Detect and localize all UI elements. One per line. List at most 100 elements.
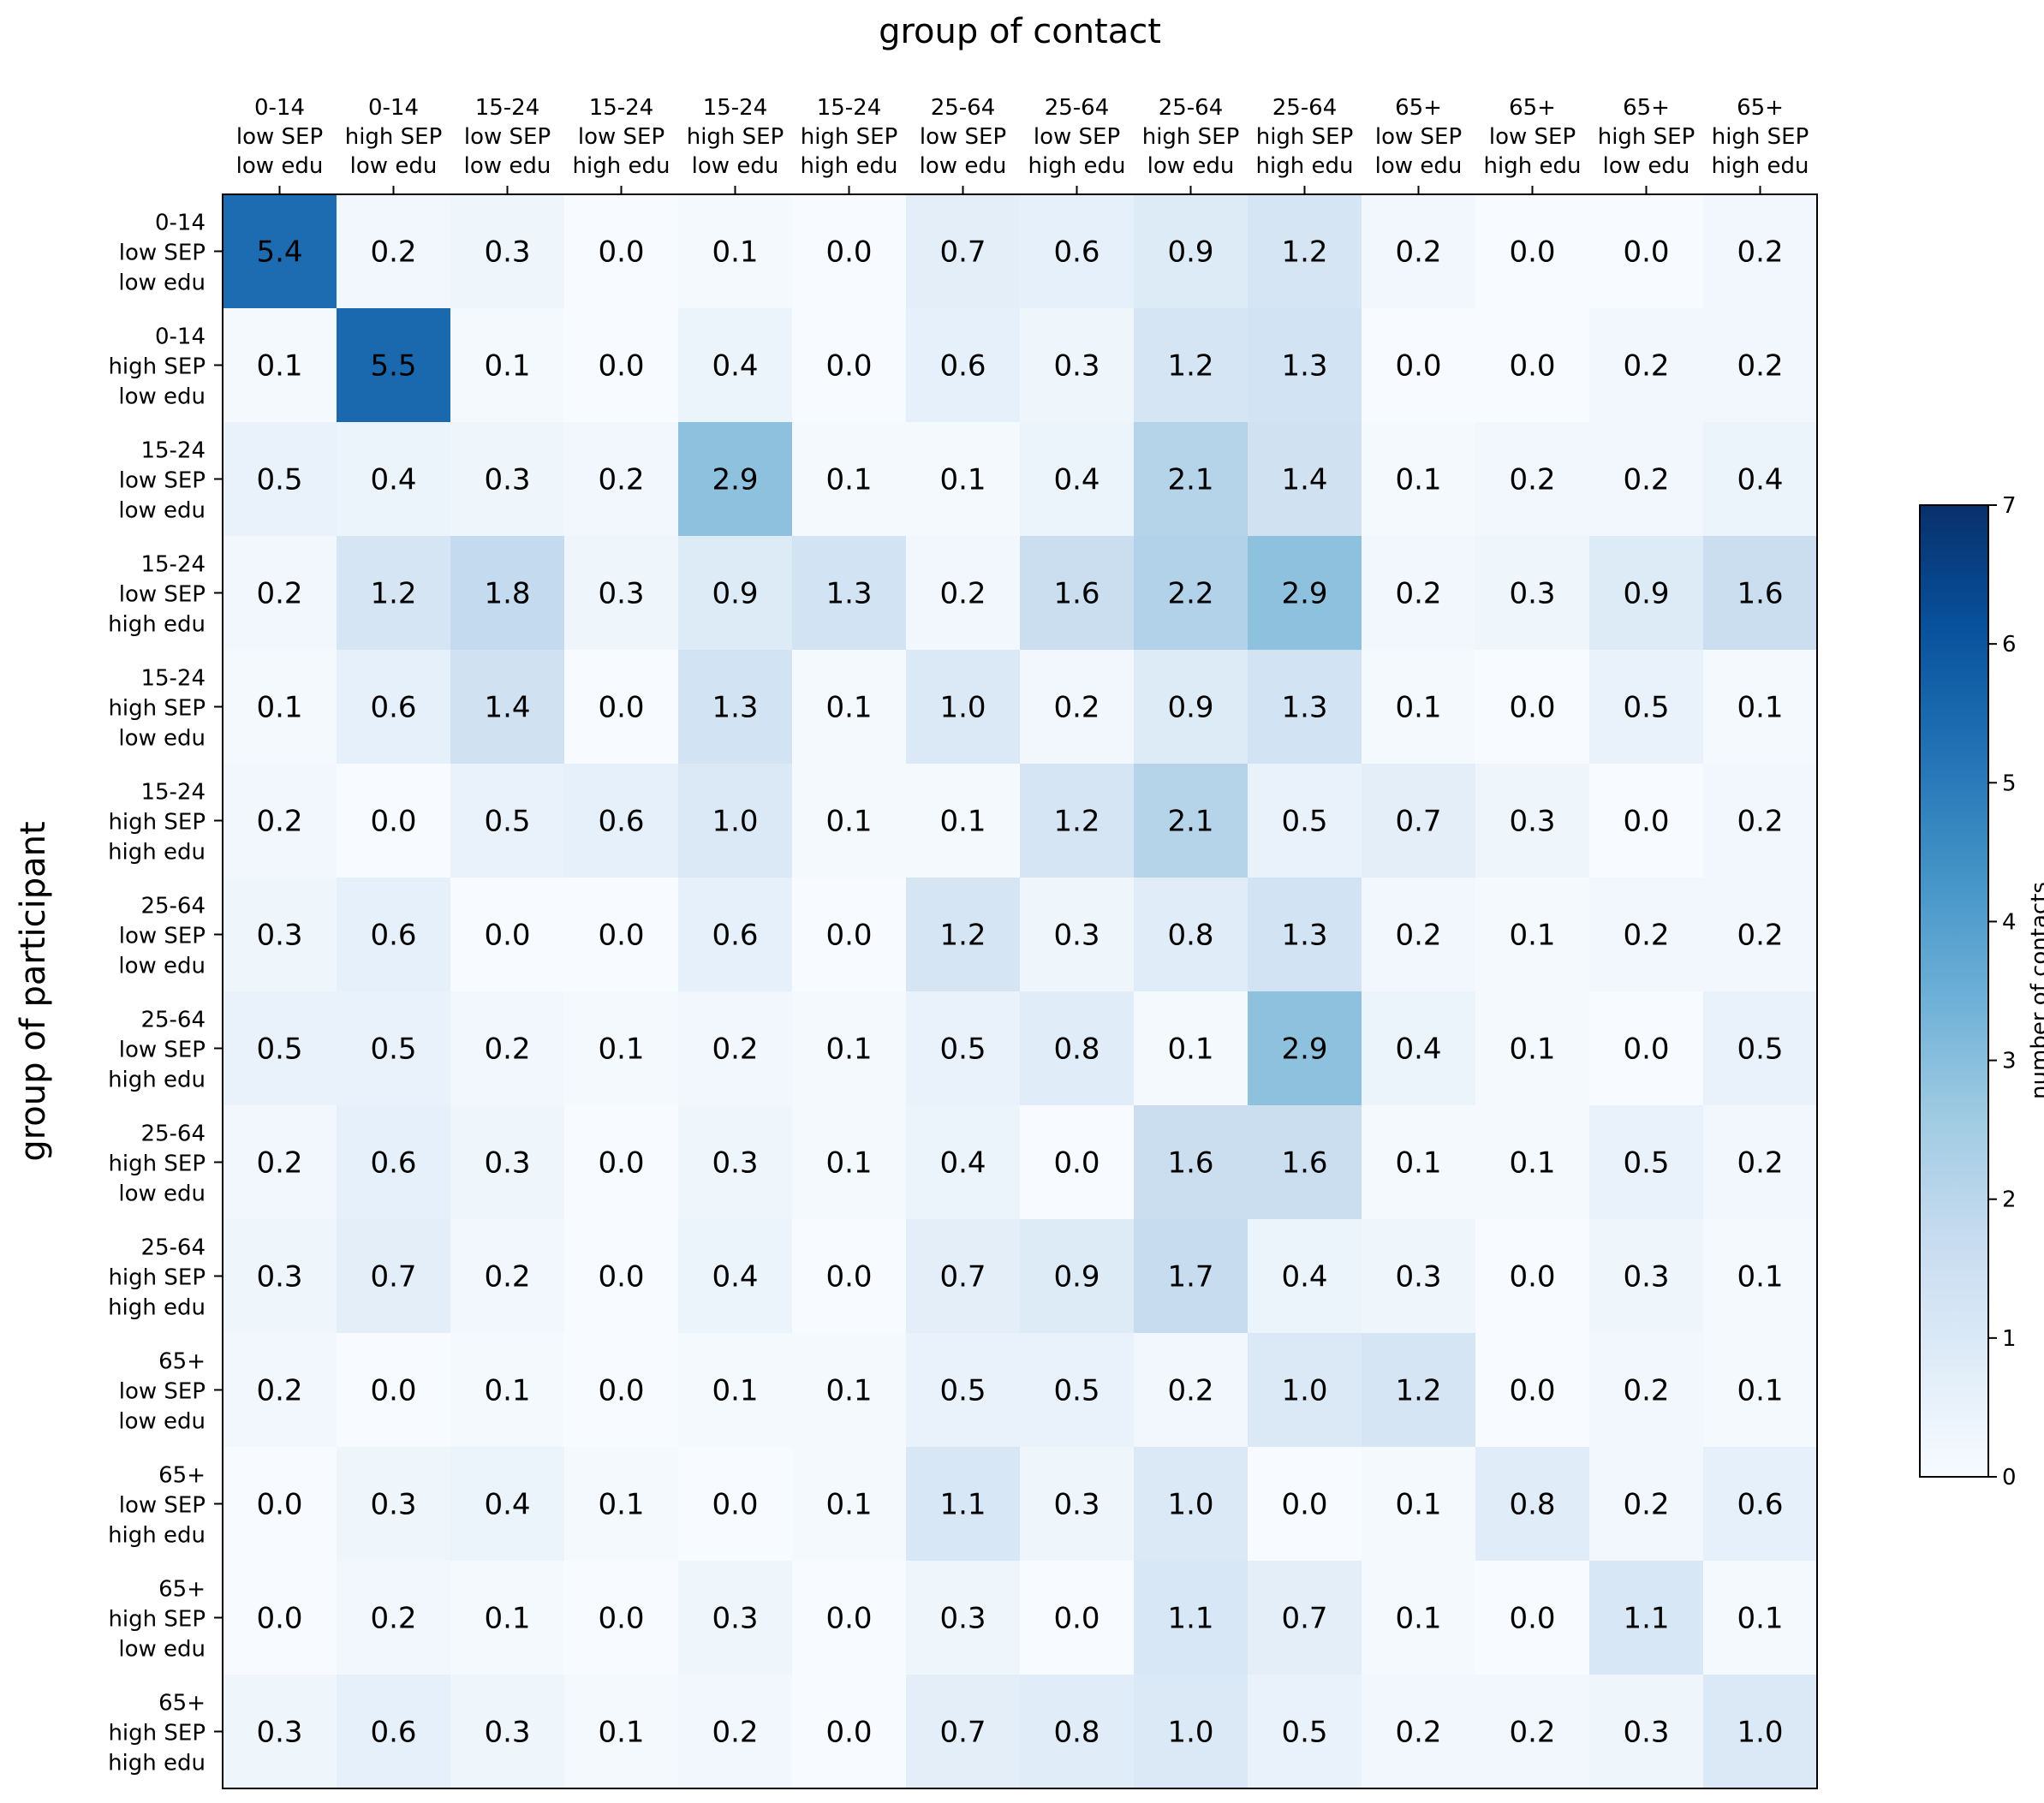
cell-value-label: 0.7 (1281, 1602, 1327, 1636)
cell-value-label: 0.1 (712, 1374, 758, 1408)
cell-value-label: 1.4 (484, 691, 530, 725)
heatmap-cell (337, 308, 451, 423)
cell-value-label: 0.0 (256, 1488, 302, 1522)
cell-value-label: 0.0 (1623, 1032, 1669, 1067)
heatmap-cell (337, 764, 451, 878)
heatmap-cell (450, 1219, 565, 1334)
cell-value-label: 0.6 (712, 919, 758, 953)
cell-value-label: 0.2 (256, 805, 302, 839)
heatmap-cell (1589, 1105, 1704, 1220)
cell-value-labels: 5.4 0.2 0.3 0.0 0.1 0.0 0.7 0.6 0.9 1.2 0.2 0.0 0.0 0… (256, 235, 1783, 1750)
y-tick-label: low SEP (119, 468, 206, 494)
cell-value-label: 0.2 (1623, 463, 1669, 497)
x-tick-label: low SEP (236, 124, 323, 150)
cell-value-label: 1.7 (1167, 1260, 1213, 1294)
y-tick-label: 65+ (158, 1463, 206, 1489)
heatmap-cell (564, 308, 679, 423)
colorbar-tick-label: 3 (2002, 1049, 2017, 1074)
heatmap-cell (1248, 1219, 1362, 1334)
y-tick-label: 65+ (158, 1691, 206, 1717)
y-tick-label: 25-64 (140, 1122, 206, 1147)
heatmap-cell (1475, 1105, 1590, 1220)
cell-value-label: 1.6 (1167, 1146, 1213, 1181)
cell-value-label: 1.0 (712, 805, 758, 839)
cell-value-label: 0.0 (1623, 235, 1669, 270)
cell-value-label: 0.0 (1509, 349, 1555, 384)
heatmap-cell (678, 1219, 793, 1334)
x-tick-label: 25-64 (1045, 95, 1110, 121)
cell-value-label: 0.7 (939, 1260, 986, 1294)
cell-value-label: 0.1 (825, 1146, 872, 1181)
x-tick-label: low SEP (920, 124, 1006, 150)
heatmap-cell (223, 650, 337, 765)
heatmap-cell (1134, 650, 1248, 765)
heatmap-cell (223, 194, 337, 309)
heatmap-cell (1362, 308, 1476, 423)
x-tick-label: high edu (1484, 153, 1582, 179)
y-tick-label: 65+ (158, 1577, 206, 1603)
cell-value-label: 0.4 (939, 1146, 986, 1181)
heatmap-cell (1020, 764, 1135, 878)
cell-value-label: 0.0 (1509, 235, 1555, 270)
y-tick-label: 65+ (158, 1349, 206, 1375)
colorbar-tick-label: 7 (2002, 493, 2017, 519)
cell-value-label: 0.1 (1395, 463, 1441, 497)
cell-value-label: 0.1 (484, 349, 530, 384)
y-tick-label: low SEP (119, 924, 206, 949)
x-tick-label: low edu (350, 153, 438, 179)
heatmap-cell (1248, 1105, 1362, 1220)
heatmap-cell (337, 536, 451, 651)
x-tick-label: 65+ (1623, 95, 1670, 121)
colorbar-ticks: 0 1 2 3 4 5 6 7 (1988, 493, 2017, 1491)
heatmap-cell (1475, 308, 1590, 423)
cell-value-label: 0.3 (939, 1602, 986, 1636)
cell-value-label: 0.6 (1053, 235, 1099, 270)
cell-value-label: 1.2 (1281, 235, 1327, 270)
heatmap-cell (223, 878, 337, 992)
plot-frame (222, 193, 1818, 1789)
cell-value-label: 0.1 (825, 691, 872, 725)
x-tick-label: low edu (1375, 153, 1463, 179)
cell-value-label: 0.0 (825, 1260, 872, 1294)
y-tick-label: high edu (108, 1068, 206, 1093)
heatmap-cell (1703, 764, 1818, 878)
y-tick-label: low edu (118, 726, 206, 752)
cell-value-label: 0.2 (1737, 349, 1783, 384)
heatmap-cell (564, 1105, 679, 1220)
cell-value-label: 0.9 (1053, 1260, 1099, 1294)
cell-value-label: 0.2 (1737, 235, 1783, 270)
heatmap-cell (223, 991, 337, 1106)
heatmap-cell (1248, 1561, 1362, 1675)
heatmap-cell (906, 650, 1021, 765)
cell-value-label: 2.2 (1167, 577, 1213, 611)
heatmap-cell (1248, 650, 1362, 765)
cell-value-label: 0.2 (484, 1032, 530, 1067)
x-tick-label: high edu (573, 153, 670, 179)
heatmap-cell (1589, 878, 1704, 992)
heatmap-cell (1703, 536, 1818, 651)
cell-value-label: 0.3 (256, 1260, 302, 1294)
y-tick-label: 0-14 (155, 324, 206, 350)
cell-value-label: 2.9 (712, 463, 758, 497)
x-tick-label: 15-24 (703, 95, 768, 121)
heatmap-cell (1020, 1675, 1135, 1789)
x-tick-label: 25-64 (1159, 95, 1224, 121)
heatmap-cell (792, 991, 907, 1106)
x-tick-label: high SEP (687, 124, 784, 150)
cell-value-label: 0.1 (1509, 1146, 1555, 1181)
cell-value-label: 0.1 (598, 1716, 644, 1750)
y-tick-label: high SEP (108, 696, 206, 722)
y-tick-label: 0-14 (155, 211, 206, 236)
y-tick-label: high edu (108, 1523, 206, 1549)
heatmap-cell (1362, 1333, 1476, 1448)
cell-value-label: 0.2 (256, 1146, 302, 1181)
heatmap-cell (906, 1105, 1021, 1220)
cell-value-label: 0.2 (1623, 1488, 1669, 1522)
heatmap-cells (223, 194, 1818, 1789)
cell-value-label: 0.4 (1737, 463, 1783, 497)
heatmap-cell (450, 1561, 565, 1675)
cell-value-label: 0.6 (370, 919, 416, 953)
heatmap-cell (1248, 536, 1362, 651)
heatmap-cell (337, 422, 451, 537)
cell-value-label: 0.9 (1167, 691, 1213, 725)
